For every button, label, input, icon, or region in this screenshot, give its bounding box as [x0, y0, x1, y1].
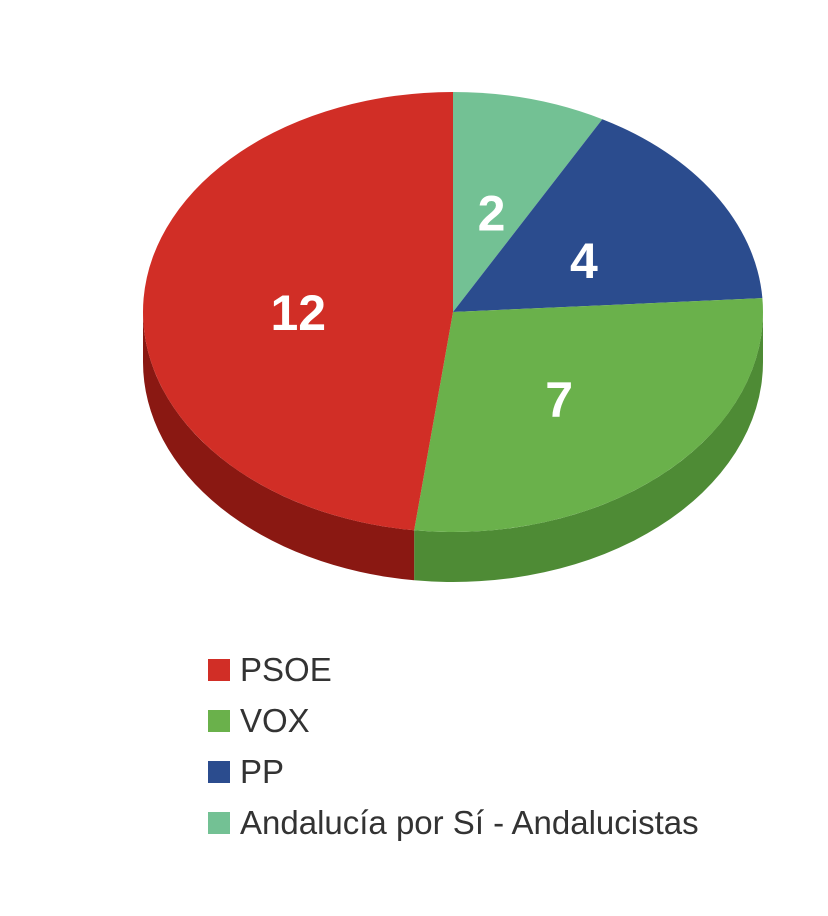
- pie-slice-axsi: [453, 92, 603, 312]
- legend-item-axsi: Andalucía por Sí - Andalucistas: [208, 803, 699, 842]
- legend-swatch-pp: [208, 760, 230, 783]
- pie-value-label-psoe: 12: [270, 285, 326, 341]
- pie-slice-side-vox: [414, 312, 763, 583]
- pie-slice-side-psoe: [143, 312, 415, 581]
- legend-swatch-vox: [208, 709, 230, 732]
- pie-value-label-axsi: 2: [478, 185, 506, 241]
- legend-item-pp: PP: [208, 752, 699, 791]
- pie-slice-vox: [414, 298, 763, 532]
- chart-legend: PSOE VOX PP Andalucía por Sí - Andalucis…: [208, 650, 699, 842]
- pie-value-label-pp: 4: [570, 233, 598, 289]
- legend-label-vox: VOX: [240, 702, 310, 739]
- pie-slice-psoe: [142, 92, 454, 531]
- legend-label-pp: PP: [240, 753, 285, 790]
- pie-slice-pp: [453, 119, 763, 313]
- legend-swatch-psoe: [208, 658, 230, 681]
- pie-chart: 2 4 7 12: [142, 92, 763, 583]
- legend-item-vox: VOX: [208, 701, 699, 740]
- legend-label-psoe: PSOE: [240, 651, 332, 688]
- legend-label-axsi: Andalucía por Sí - Andalucistas: [240, 804, 699, 841]
- legend-item-psoe: PSOE: [208, 650, 699, 689]
- legend-swatch-axsi: [208, 811, 230, 834]
- pie-value-label-vox: 7: [545, 372, 573, 428]
